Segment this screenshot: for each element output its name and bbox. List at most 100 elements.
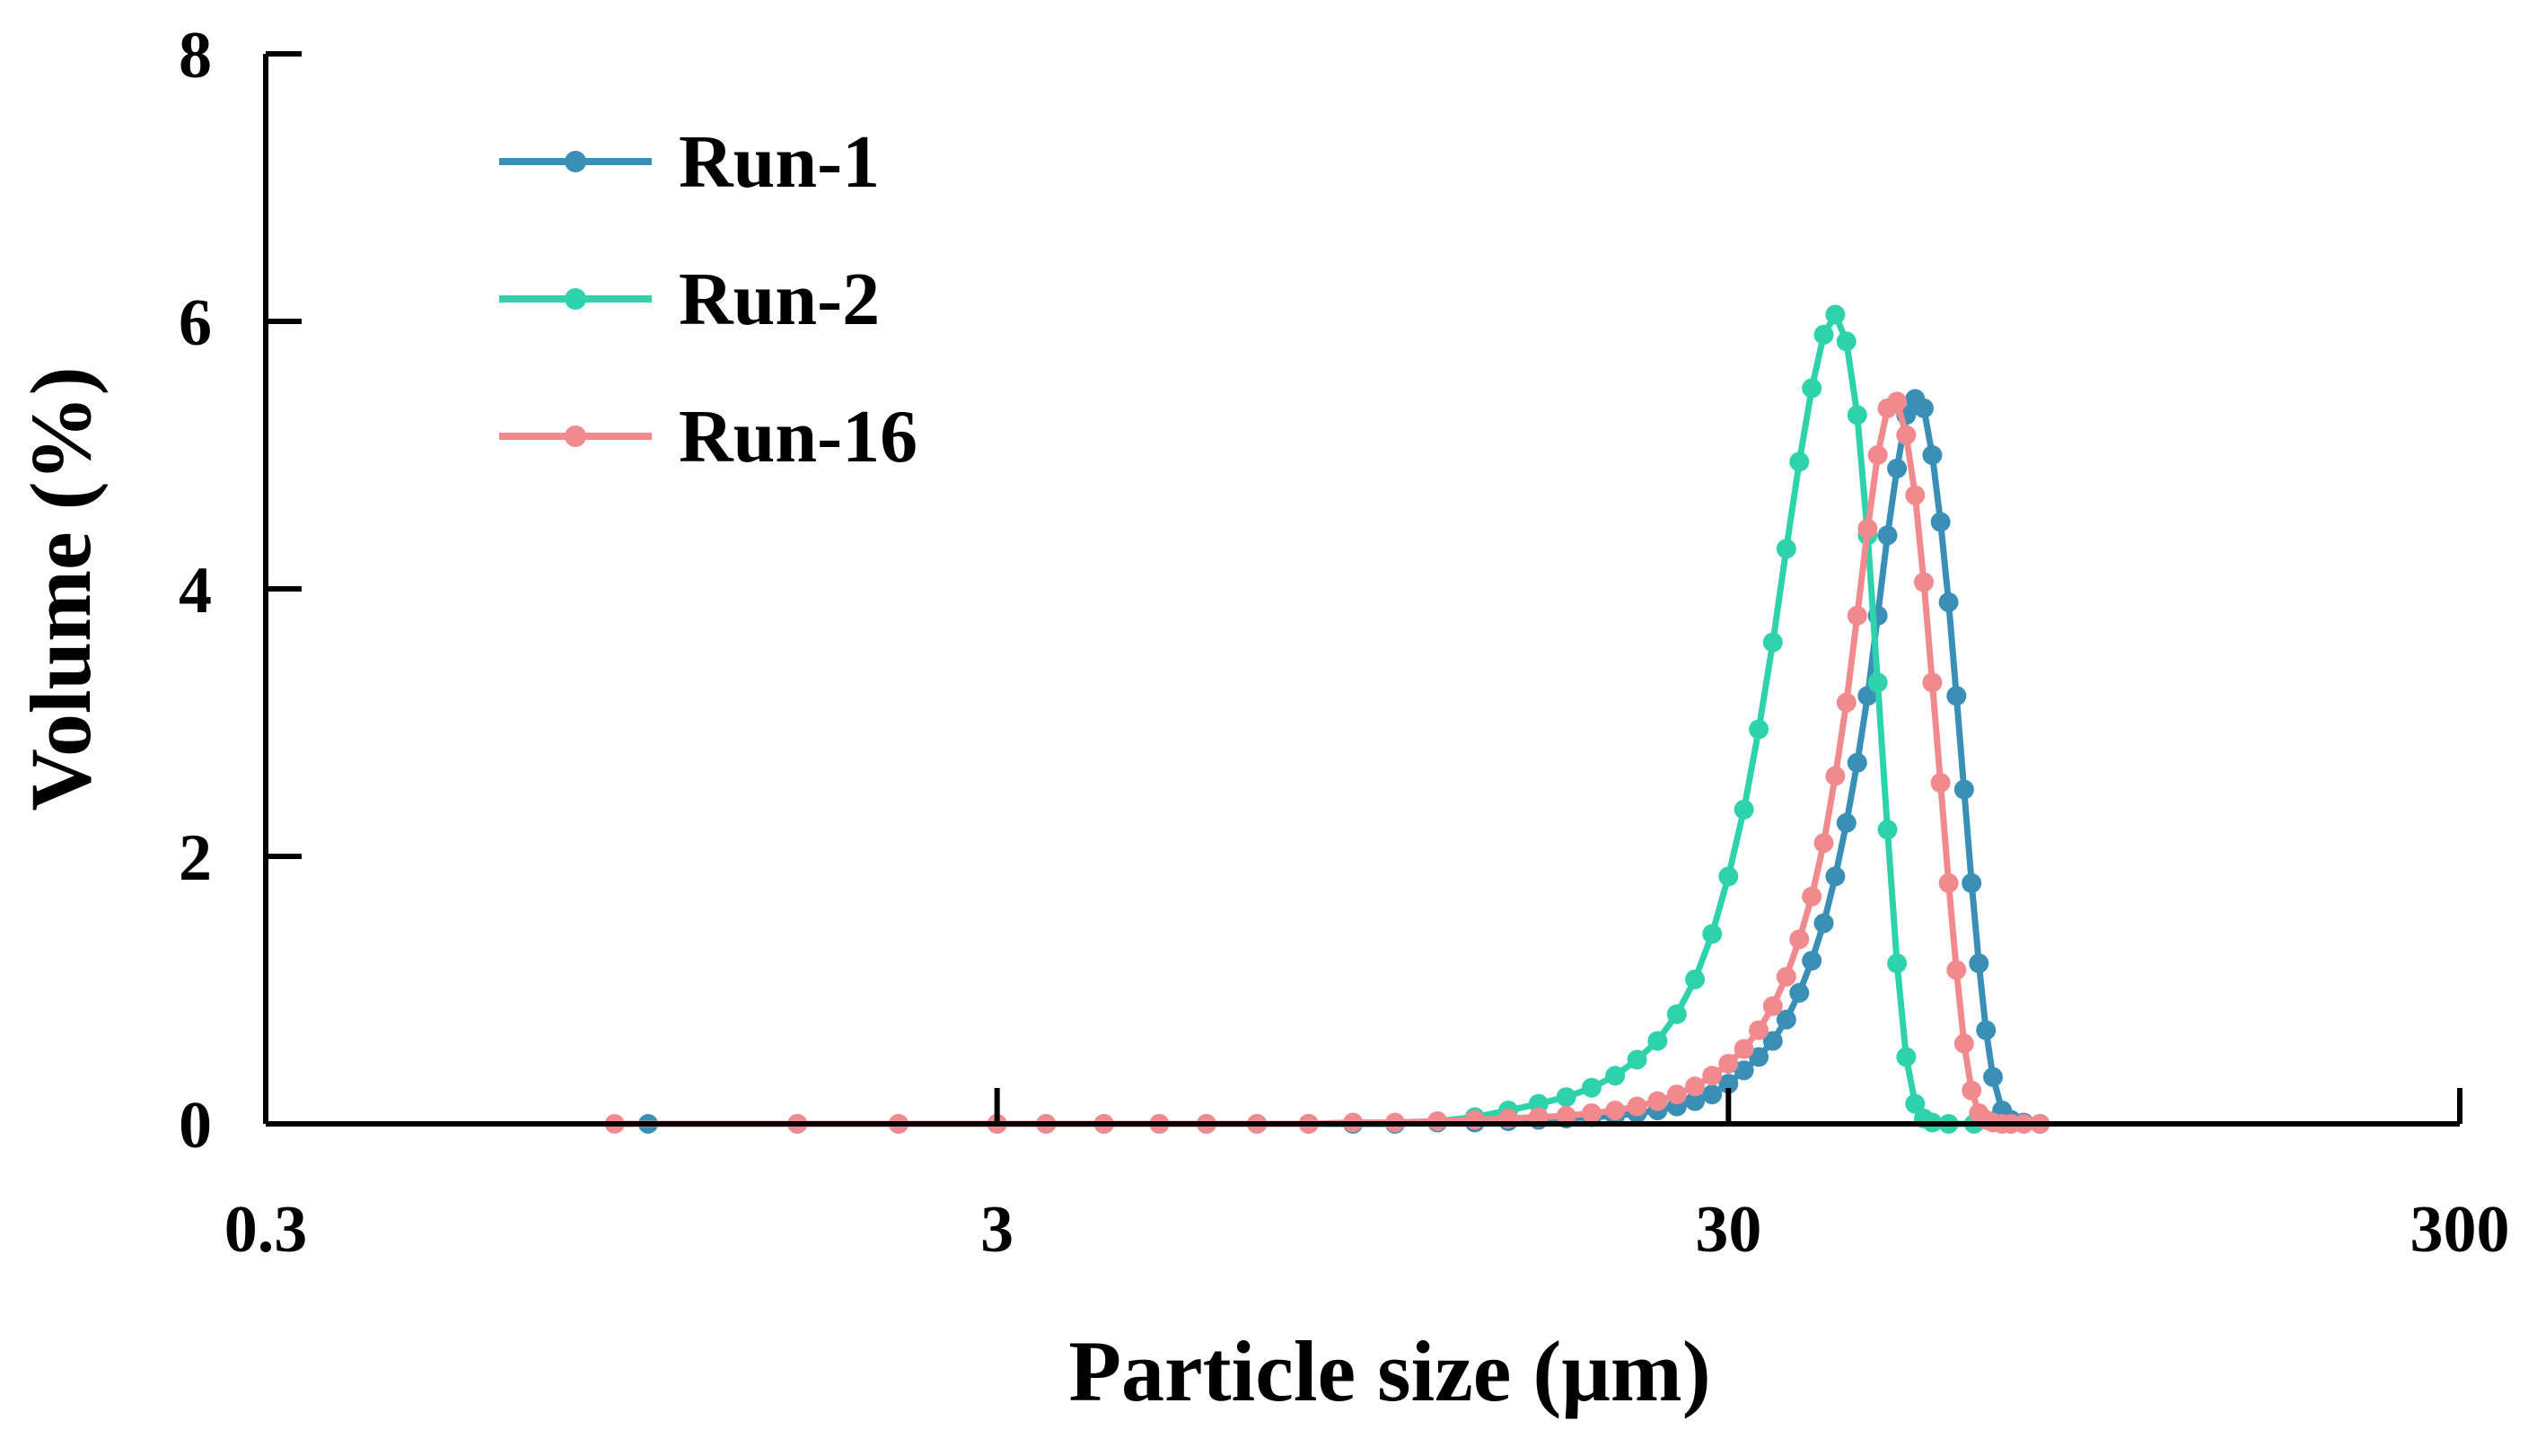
data-point [1976, 1020, 1997, 1040]
y-tick-label: 4 [179, 554, 212, 627]
data-point [1802, 886, 1822, 907]
x-tick-label: 3 [980, 1193, 1014, 1267]
data-point [1836, 331, 1857, 352]
data-point [1647, 1031, 1668, 1051]
data-point [1969, 953, 1989, 974]
data-point [1905, 1093, 1926, 1114]
data-point [1581, 1077, 1602, 1098]
data-point [1749, 719, 1769, 740]
series-run-16 [604, 391, 2050, 1134]
data-point [1877, 820, 1898, 840]
data-point [1813, 833, 1834, 854]
data-point [1627, 1096, 1647, 1117]
series-line [648, 395, 2041, 1127]
data-point [1556, 1106, 1576, 1127]
data-point [1647, 1091, 1668, 1111]
data-point [1857, 518, 1878, 539]
data-point [1913, 398, 1934, 418]
x-tick-label: 300 [2410, 1193, 2510, 1267]
data-point [1734, 1060, 1754, 1081]
data-point [1983, 1066, 2004, 1087]
data-point [1776, 539, 1796, 559]
series-run-2 [1427, 304, 1984, 1134]
data-point [1922, 672, 1943, 693]
data-point [1702, 1084, 1723, 1105]
legend-label: Run-1 [679, 120, 880, 204]
data-point [1847, 752, 1867, 773]
data-point [1666, 1004, 1687, 1024]
data-point [1718, 1053, 1739, 1074]
data-point [1946, 686, 1967, 706]
data-point [1734, 1039, 1754, 1059]
y-tick-label: 0 [179, 1089, 212, 1162]
data-point [1605, 1101, 1626, 1121]
series-line [1436, 311, 1974, 1127]
data-point [1776, 967, 1796, 987]
data-point [1887, 953, 1908, 974]
x-tick-label: 30 [1695, 1193, 1761, 1267]
y-axis-title: Volume (%) [13, 366, 109, 811]
data-point [1825, 766, 1846, 786]
data-point [1789, 452, 1810, 472]
data-point [1666, 1084, 1687, 1105]
data-point [1776, 1009, 1796, 1030]
legend-swatch-marker [565, 151, 586, 172]
y-tick-label: 6 [179, 286, 212, 360]
data-point [1946, 960, 1967, 980]
data-point [1749, 1047, 1769, 1067]
data-point [1749, 1020, 1769, 1040]
legend-item: Run-16 [499, 395, 917, 478]
x-axis-title: Particle size (μm) [1068, 1323, 1710, 1419]
data-point [1836, 692, 1857, 713]
data-point [1896, 425, 1917, 445]
data-point [1922, 445, 1943, 465]
series-line [614, 398, 2041, 1127]
data-point [1802, 378, 1822, 399]
data-point [1734, 799, 1754, 820]
data-point [1847, 405, 1867, 425]
data-point [1905, 485, 1926, 505]
data-point [1813, 324, 1834, 345]
legend-label: Run-2 [679, 258, 880, 341]
legend-label: Run-16 [679, 395, 917, 478]
data-point [1581, 1103, 1602, 1124]
data-point [1896, 1047, 1917, 1067]
data-point [1685, 969, 1706, 990]
data-point [1962, 873, 1982, 893]
data-point [1802, 951, 1822, 971]
data-point [1685, 1076, 1706, 1097]
legend-item: Run-1 [499, 120, 880, 204]
data-point [1953, 1033, 1974, 1054]
data-point [1857, 686, 1878, 706]
y-ticks: 0 2 4 6 8 [179, 19, 302, 1162]
data-point [1836, 812, 1857, 833]
data-point [1877, 525, 1898, 546]
data-point [1627, 1049, 1647, 1070]
data-point [1938, 873, 1959, 893]
data-point [1702, 924, 1723, 944]
data-point [1464, 1110, 1485, 1130]
data-point [1718, 866, 1739, 887]
data-point [1789, 929, 1810, 950]
axes: 0 2 4 6 8 0.3 3 30 300 [179, 19, 2510, 1267]
data-point [1825, 304, 1846, 325]
y-tick-label: 8 [179, 19, 212, 92]
legend: Run-1 Run-2 Run-16 [499, 120, 917, 478]
legend-swatch-marker [565, 288, 586, 310]
data-point [1762, 1031, 1783, 1051]
data-point [1867, 445, 1888, 465]
x-ticks: 0.3 3 30 300 [224, 1088, 2510, 1267]
data-point [1887, 458, 1908, 478]
data-point [1702, 1066, 1723, 1086]
data-point [1605, 1066, 1626, 1086]
data-point [1847, 605, 1867, 626]
x-tick-label: 0.3 [224, 1193, 308, 1267]
data-point [1718, 1074, 1739, 1094]
legend-swatch-marker [565, 425, 586, 447]
data-point [1825, 866, 1846, 887]
data-point [1962, 1080, 1982, 1101]
data-point [1685, 1091, 1706, 1111]
data-point [1913, 572, 1934, 592]
data-point [1867, 672, 1888, 693]
